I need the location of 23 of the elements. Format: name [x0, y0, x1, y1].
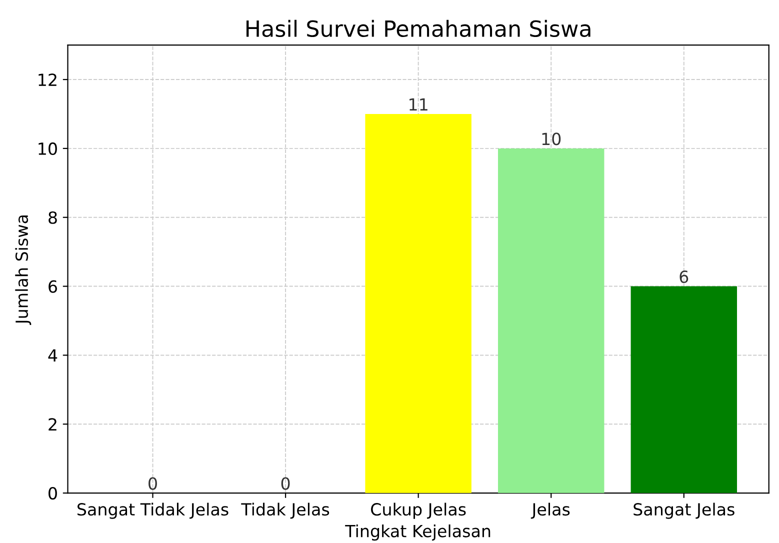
y-tick-label: 8: [48, 211, 57, 224]
data-label: 11: [410, 98, 428, 111]
bar: [365, 114, 472, 494]
bar: [630, 286, 738, 494]
y-tick-label: 4: [48, 349, 58, 362]
y-tick-label: 0: [48, 487, 57, 500]
y-axis-title: Jumlah Siswa: [15, 215, 32, 325]
x-axis-title: Tingkat Kejelasan: [345, 524, 490, 541]
x-tick-label: Sangat Tidak Jelas: [78, 502, 228, 519]
data-label: 10: [542, 132, 561, 146]
y-tick-label: 6: [48, 280, 57, 293]
y-tick-label: 2: [48, 418, 56, 430]
y-tick-label: 10: [38, 142, 57, 156]
x-tick-label: Cukup Jelas: [371, 502, 466, 519]
data-label: 0: [281, 477, 290, 490]
x-tick-label: Tidak Jelas: [241, 502, 330, 519]
y-tick-label: 12: [38, 73, 56, 86]
chart-title: Hasil Survei Pemahaman Siswa: [246, 20, 590, 38]
x-tick-label: Sangat Jelas: [634, 502, 734, 519]
data-label: 6: [680, 270, 688, 284]
bar: [498, 148, 604, 494]
x-tick-label: Jelas: [530, 502, 570, 519]
data-label: 0: [148, 477, 157, 490]
